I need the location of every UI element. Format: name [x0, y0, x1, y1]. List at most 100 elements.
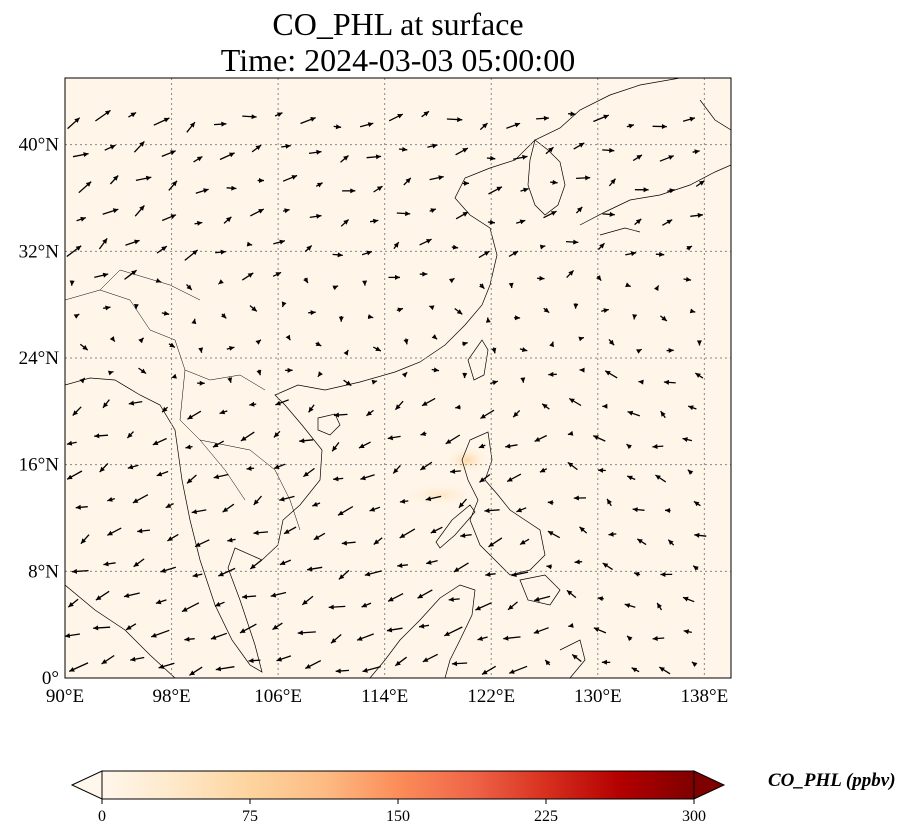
- wind-arrow-head: [270, 592, 277, 598]
- wind-arrow-head: [284, 208, 290, 214]
- lon-tick-label: 98°E: [152, 686, 190, 707]
- wind-arrow-head: [161, 246, 167, 252]
- wind-arrow-head: [345, 380, 352, 386]
- wind-arrow-head: [438, 175, 444, 181]
- wind-arrow-head: [69, 667, 75, 672]
- wind-arrow-head: [137, 528, 143, 534]
- wind-arrow-head: [603, 114, 609, 120]
- wind-arrow-head: [431, 334, 438, 340]
- wind-arrow-head: [299, 438, 305, 444]
- hainan-coastline: [317, 413, 341, 436]
- wind-arrow-head: [426, 239, 432, 244]
- map-frame: [64, 77, 732, 679]
- wind-arrow-head: [402, 146, 408, 152]
- wind-arrow-head: [610, 178, 616, 185]
- wind-arrow-head: [569, 398, 575, 404]
- wind-arrow-head: [131, 270, 137, 276]
- wind-arrow-head: [199, 380, 205, 386]
- graticule: [65, 78, 731, 678]
- wind-arrow-head: [226, 216, 232, 223]
- wind-arrow-head: [215, 666, 222, 672]
- map-title: CO_PHL at surface: [272, 6, 524, 42]
- co-plume-trail: [400, 483, 480, 507]
- wind-arrow-head: [343, 219, 349, 225]
- wind-arrow-head: [249, 401, 255, 407]
- colorbar-tick-label: 300: [682, 808, 706, 825]
- wind-arrow-head: [477, 636, 483, 641]
- wind-arrow-head: [688, 405, 694, 411]
- co-plume: [445, 446, 489, 474]
- wind-arrow-head: [357, 636, 363, 641]
- wind-arrow-head: [191, 318, 197, 325]
- wind-arrow-head: [130, 112, 137, 118]
- wind-arrow-head: [155, 278, 162, 283]
- wind-arrow-head: [603, 308, 609, 313]
- wind-arrow-head: [227, 537, 233, 543]
- wind-arrow-head: [275, 272, 282, 277]
- wind-arrow-head: [490, 155, 496, 161]
- wind-arrow-head: [335, 124, 342, 130]
- colorbar-min-extend: [70, 770, 103, 800]
- wind-arrow-head: [189, 122, 195, 128]
- wind-arrow-head: [699, 180, 705, 186]
- wind-arrow-head: [624, 603, 631, 608]
- wind-arrow-head: [79, 378, 85, 384]
- wind-arrow-head: [598, 467, 604, 473]
- wind-arrow-head: [479, 477, 485, 483]
- wind-arrow-head: [247, 272, 254, 278]
- wind-arrow-head: [82, 345, 88, 351]
- wind-arrow-head: [255, 339, 261, 345]
- wind-arrow-head: [219, 409, 226, 415]
- wind-arrow-head: [103, 402, 109, 408]
- wind-arrow-head: [68, 602, 74, 608]
- wind-arrow-head: [449, 278, 455, 284]
- lon-tick-label: 122°E: [467, 686, 515, 707]
- wind-arrow-head: [602, 563, 609, 568]
- wind-arrow-head: [108, 370, 114, 376]
- mindanao-coastline: [519, 574, 561, 606]
- wind-arrow-head: [691, 661, 698, 667]
- wind-arrow-head: [597, 596, 603, 602]
- wind-arrow-head: [552, 179, 558, 185]
- wind-arrow-head: [566, 590, 573, 596]
- palawan-coastline: [435, 504, 476, 549]
- wind-arrow-head: [636, 154, 642, 160]
- wind-arrow-head: [460, 533, 466, 538]
- wind-arrow-head: [303, 471, 309, 477]
- wind-arrow-head: [93, 625, 99, 631]
- wind-arrow-head: [109, 336, 115, 342]
- wind-arrow-head: [657, 602, 662, 609]
- wind-arrow-head: [570, 111, 576, 117]
- wind-arrow-head: [315, 341, 322, 346]
- wind-arrow-head: [503, 635, 509, 641]
- country-borders: [65, 269, 301, 531]
- wind-arrow-head: [508, 282, 514, 288]
- wind-arrow-head: [635, 218, 642, 225]
- wind-arrow-head: [250, 563, 256, 569]
- wind-arrow-head: [693, 501, 700, 507]
- wind-arrow-head: [165, 503, 172, 508]
- lat-tick-label: 40°N: [19, 135, 60, 156]
- wind-arrow-head: [333, 476, 339, 482]
- wind-arrow-head: [101, 659, 108, 664]
- wind-arrow-head: [171, 373, 177, 379]
- wind-arrow-head: [668, 348, 674, 353]
- wind-arrow-head: [279, 239, 285, 245]
- wind-arrow-head: [464, 180, 469, 186]
- wind-arrow-head: [534, 437, 541, 442]
- wind-arrow-head: [573, 495, 579, 501]
- wind-arrow-head: [316, 149, 322, 155]
- wind-arrow-head: [156, 471, 163, 477]
- wind-arrow-head: [432, 143, 438, 149]
- wind-arrow-head: [75, 504, 81, 510]
- wind-arrow-head: [218, 571, 224, 577]
- wind-arrow-head: [509, 669, 515, 674]
- lon-tick-label: 138°E: [681, 686, 729, 707]
- wind-arrow-head: [543, 307, 550, 313]
- wind-arrow-head: [627, 410, 634, 416]
- wind-arrow-head: [596, 275, 602, 281]
- wind-arrow-head: [229, 152, 235, 158]
- wind-arrow-head: [310, 117, 316, 122]
- wind-arrow-head: [643, 187, 649, 193]
- wind-arrow-head: [689, 116, 695, 122]
